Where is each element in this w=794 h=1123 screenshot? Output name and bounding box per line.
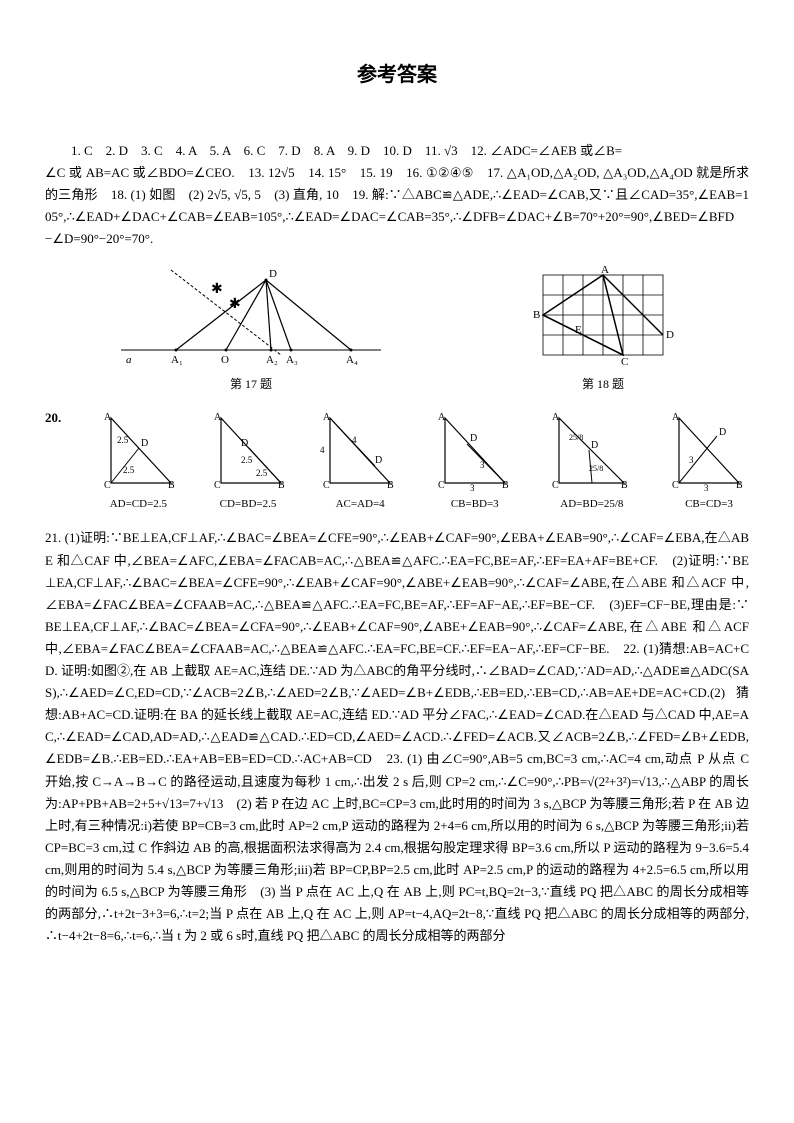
svg-text:✱: ✱ (229, 297, 241, 312)
triangle-4: A C B D 3 3 CB=BD=3 (435, 408, 515, 513)
answers-line-1: 1. C 2. D 3. C 4. A 5. A 6. C 7. D 8. A … (45, 140, 749, 162)
svg-text:A: A (323, 412, 331, 423)
svg-text:a: a (126, 354, 132, 365)
svg-text:D: D (719, 427, 726, 438)
svg-text:3: 3 (689, 455, 694, 465)
svg-text:A: A (438, 412, 446, 423)
svg-text:A: A (552, 412, 560, 423)
figure-17: a A₁ O A₂ A₃ A₄ D ✱ ✱ 第 17 题 (111, 265, 391, 393)
figure-18-svg: A B C D E (523, 265, 683, 365)
svg-text:C: C (438, 480, 445, 491)
svg-text:B: B (168, 480, 175, 491)
svg-text:A₂: A₂ (266, 354, 278, 365)
svg-text:3: 3 (480, 460, 485, 470)
triangle-6-label: CB=CD=3 (669, 496, 749, 513)
figure-17-caption: 第 17 题 (111, 375, 391, 393)
svg-text:D: D (666, 329, 674, 341)
svg-text:B: B (736, 480, 743, 491)
svg-text:C: C (214, 480, 221, 491)
svg-text:D: D (470, 433, 477, 444)
svg-text:C: C (323, 480, 330, 491)
svg-text:25/8: 25/8 (589, 464, 603, 473)
svg-text:A: A (601, 265, 609, 276)
svg-text:A: A (672, 412, 680, 423)
question-20-triangles: 20. A C B D 2.5 2.5 AD=CD=2.5 A C B D 2.… (45, 408, 749, 513)
svg-text:A₃: A₃ (286, 354, 298, 365)
svg-text:A: A (214, 412, 222, 423)
svg-text:D: D (241, 438, 248, 449)
q20-label: 20. (45, 408, 61, 428)
triangle-4-label: CB=BD=3 (435, 496, 515, 513)
page-title: 参考答案 (45, 60, 749, 90)
svg-text:B: B (533, 309, 540, 321)
answers-block-1: ∠C 或 AB=AC 或∠BDO=∠CEO. 13. 12√5 14. 15° … (45, 162, 749, 250)
svg-text:2.5: 2.5 (117, 435, 129, 445)
svg-text:2.5: 2.5 (241, 455, 253, 465)
svg-text:D: D (141, 438, 148, 449)
figures-row-1: a A₁ O A₂ A₃ A₄ D ✱ ✱ 第 17 题 (45, 265, 749, 393)
svg-text:C: C (672, 480, 679, 491)
svg-text:25/8: 25/8 (569, 433, 583, 442)
svg-text:3: 3 (470, 483, 475, 493)
triangle-1: A C B D 2.5 2.5 AD=CD=2.5 (101, 408, 176, 513)
svg-text:4: 4 (320, 445, 325, 455)
svg-text:A: A (104, 412, 112, 423)
svg-text:D: D (269, 268, 277, 280)
svg-text:D: D (591, 440, 598, 451)
svg-text:D: D (375, 455, 382, 466)
svg-text:3: 3 (704, 483, 709, 493)
svg-text:E: E (575, 324, 582, 336)
triangle-5-label: AD=BD=25/8 (549, 496, 634, 513)
triangle-1-label: AD=CD=2.5 (101, 496, 176, 513)
svg-text:C: C (621, 356, 628, 365)
triangle-5: A C B D 25/8 25/8 AD=BD=25/8 (549, 408, 634, 513)
triangle-3-label: AC=AD=4 (320, 496, 400, 513)
svg-text:A₄: A₄ (346, 354, 358, 365)
triangle-2-label: CD=BD=2.5 (211, 496, 286, 513)
svg-text:C: C (104, 480, 111, 491)
svg-text:✱: ✱ (211, 282, 223, 297)
svg-text:B: B (387, 480, 394, 491)
svg-text:O: O (221, 354, 229, 365)
svg-text:B: B (621, 480, 628, 491)
triangle-3: A C B D 4 4 AC=AD=4 (320, 408, 400, 513)
figure-18-caption: 第 18 题 (523, 375, 683, 393)
svg-text:2.5: 2.5 (123, 465, 135, 475)
svg-text:4: 4 (352, 435, 357, 445)
triangle-6: A C B D 3 3 CB=CD=3 (669, 408, 749, 513)
triangle-2: A C B D 2.5 2.5 CD=BD=2.5 (211, 408, 286, 513)
svg-text:2.5: 2.5 (256, 468, 268, 478)
svg-text:A₁: A₁ (171, 354, 183, 365)
figure-18: A B C D E 第 18 题 (523, 265, 683, 393)
figure-17-svg: a A₁ O A₂ A₃ A₄ D ✱ ✱ (111, 265, 391, 365)
svg-text:C: C (552, 480, 559, 491)
answers-block-2: 21. (1)证明:∵BE⊥EA,CF⊥AF,∴∠BAC=∠BEA=∠CFE=9… (45, 527, 749, 947)
svg-text:B: B (502, 480, 509, 491)
svg-text:B: B (278, 480, 285, 491)
